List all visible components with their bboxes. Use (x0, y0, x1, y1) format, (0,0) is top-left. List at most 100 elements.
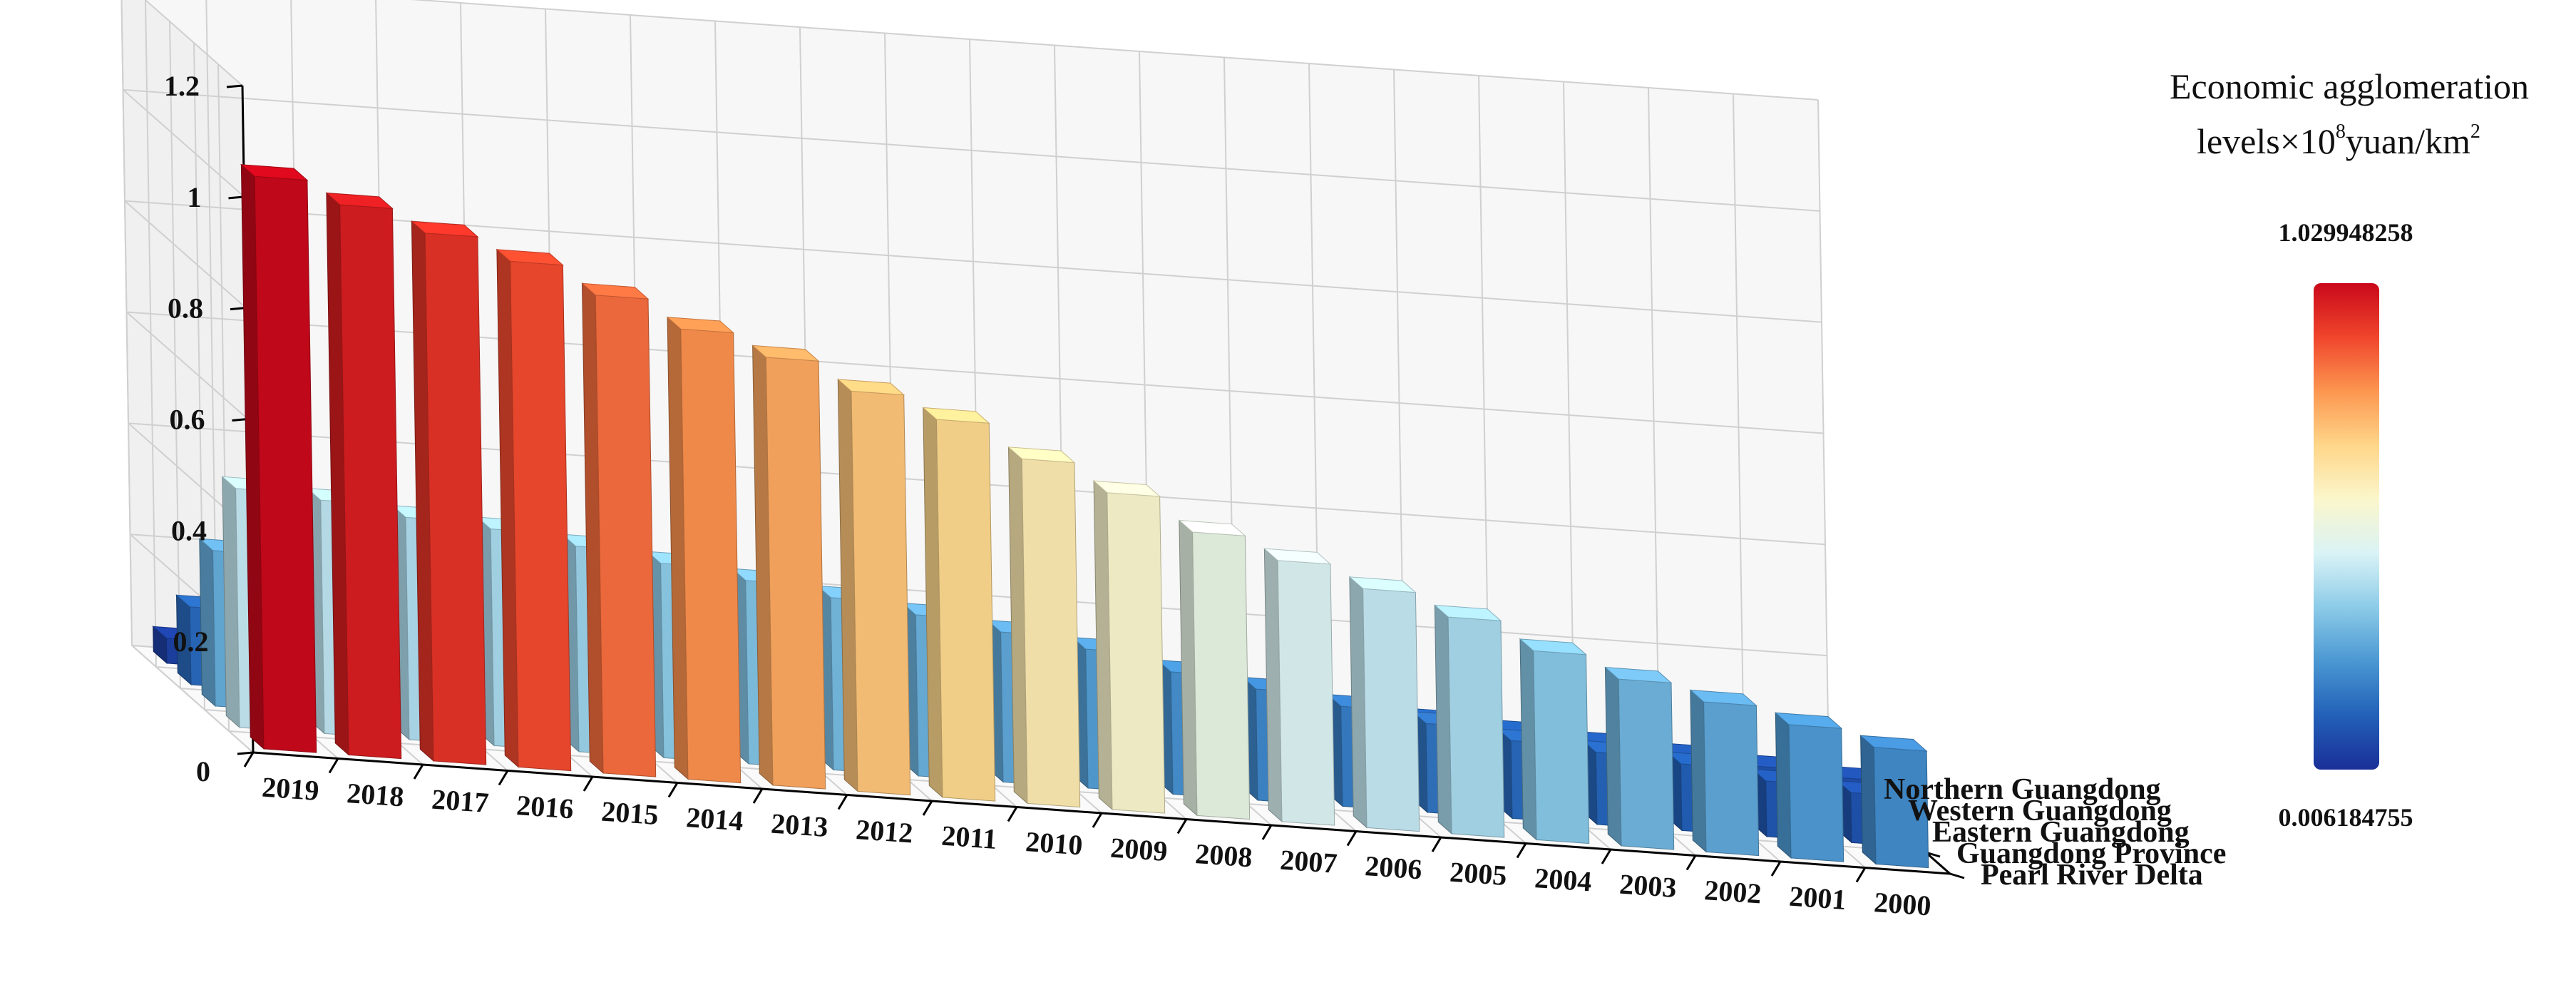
y-tick-label: Guangdong Province (1956, 837, 2226, 870)
x-tick-mark (752, 788, 764, 804)
x-tick-label: 2002 (1703, 874, 1762, 909)
bar-top-face (496, 249, 564, 266)
bar-front-face (1618, 678, 1675, 850)
x-tick-label: 2005 (1449, 856, 1508, 892)
bar-front-face (510, 260, 572, 772)
bar-front-face (595, 295, 657, 777)
bar-top-face (1433, 604, 1502, 621)
x-tick-label: 2014 (685, 801, 744, 837)
bar-front-face (851, 390, 911, 796)
bar-top-face (1263, 548, 1332, 565)
y-tick-mark (1949, 872, 1965, 879)
bar (1859, 735, 1929, 869)
x-tick-label: 2011 (940, 820, 998, 855)
x-tick-mark (667, 782, 679, 798)
x-tick-label: 2012 (855, 813, 914, 849)
colorbar-title-line2: levels×108yuan/km2 (2197, 121, 2480, 161)
side-wall-gridline (124, 200, 247, 309)
bar (1519, 638, 1590, 845)
bar-front-face (935, 419, 996, 802)
y-tick-label: Eastern Guangdong (1932, 816, 2190, 849)
colorbar-legend: Economic agglomeration levels×108yuan/km… (2170, 66, 2529, 832)
x-tick-label: 2017 (431, 783, 490, 819)
x-tick-label: 2016 (515, 789, 575, 825)
bar (836, 378, 911, 796)
z-tick-label: 0.8 (168, 292, 203, 325)
x-tick-label: 2007 (1279, 844, 1338, 879)
z-tick-label: 0.6 (170, 404, 205, 436)
bar-front-face (1703, 701, 1760, 857)
y-tick-label: Northern Guangdong (1884, 773, 2161, 806)
bar-side-face (1860, 735, 1877, 865)
bar (325, 192, 402, 760)
bar-top-face (410, 220, 479, 238)
chart-tick-labels: 0 0.2 0.4 0.6 0.8 1 1.2 2019 2018 2017 2016 2015 201… (164, 70, 2226, 922)
bar-top-face (836, 379, 905, 396)
x-tick-mark (1516, 842, 1527, 859)
y-tick-label: Pearl River Delta (1981, 859, 2203, 892)
bar-top-face (325, 192, 394, 209)
bar-front-face (1447, 616, 1505, 838)
bar-top-face (240, 164, 309, 181)
side-wall-gridline (120, 0, 133, 646)
y-tick-label: Western Guangdong (1908, 795, 2172, 827)
z-tick-mark (237, 751, 254, 755)
bar (922, 407, 996, 802)
bar (1433, 604, 1505, 838)
x-tick-label: 2015 (600, 795, 660, 831)
z-tick-label: 0.4 (171, 514, 207, 546)
x-tick-mark (498, 770, 509, 786)
x-tick-label: 2008 (1194, 837, 1253, 873)
x-tick-mark (1431, 837, 1442, 852)
x-tick-label: 2010 (1025, 825, 1084, 861)
back-wall-gridline (410, 0, 1819, 101)
x-tick-mark (1770, 861, 1782, 877)
colorbar-title-exponent: 8 (2336, 121, 2346, 143)
x-tick-mark (1601, 849, 1612, 864)
bar (666, 316, 742, 784)
bar (1178, 519, 1251, 820)
side-wall-gridline (125, 311, 249, 420)
side-wall-gridline (144, 0, 243, 86)
colorbar-title-line1: Economic agglomeration (2170, 66, 2529, 106)
bar-front-face (339, 204, 402, 760)
x-tick-mark (1261, 825, 1273, 840)
z-tick-label: 0.2 (173, 626, 209, 658)
z-tick-label: 1 (188, 181, 202, 213)
colorbar-title-prefix: levels×10 (2197, 121, 2336, 161)
bar-top-face (1859, 735, 1928, 752)
bar (410, 220, 487, 765)
bar-front-face (1277, 560, 1335, 826)
x-tick-label: 2013 (770, 807, 829, 843)
bar-top-face (1092, 480, 1161, 497)
x-tick-mark (1092, 812, 1103, 828)
x-tick-mark (1346, 830, 1358, 847)
x-tick-label: 2019 (261, 771, 320, 807)
bar-front-face (1363, 588, 1420, 832)
x-tick-label: 2000 (1873, 886, 1932, 922)
x-tick-mark (1007, 806, 1018, 822)
bar (751, 345, 826, 790)
z-tick-label: 0 (196, 755, 210, 787)
colorbar-max-label: 1.029948258 (2279, 218, 2413, 247)
bar (1092, 480, 1166, 814)
side-wall-gridline (145, 0, 157, 668)
x-tick-mark (583, 776, 594, 792)
bar-front-face (1192, 531, 1251, 820)
bar-top-face (1007, 447, 1076, 464)
x-tick-label: 2009 (1109, 832, 1169, 867)
bar (240, 163, 317, 753)
bar-top-face (1519, 638, 1587, 655)
bar-top-face (1178, 519, 1246, 536)
bar-front-face (1788, 724, 1844, 862)
bar (1774, 712, 1844, 862)
bar-front-face (765, 357, 826, 790)
side-wall-gridline (122, 89, 245, 198)
bar (496, 248, 572, 772)
colorbar-title-unit: yuan/km (2346, 121, 2470, 161)
bar-top-face (1348, 576, 1417, 593)
bar-front-face (424, 233, 487, 765)
bar (581, 282, 657, 777)
z-tick-label: 1.2 (164, 70, 200, 102)
